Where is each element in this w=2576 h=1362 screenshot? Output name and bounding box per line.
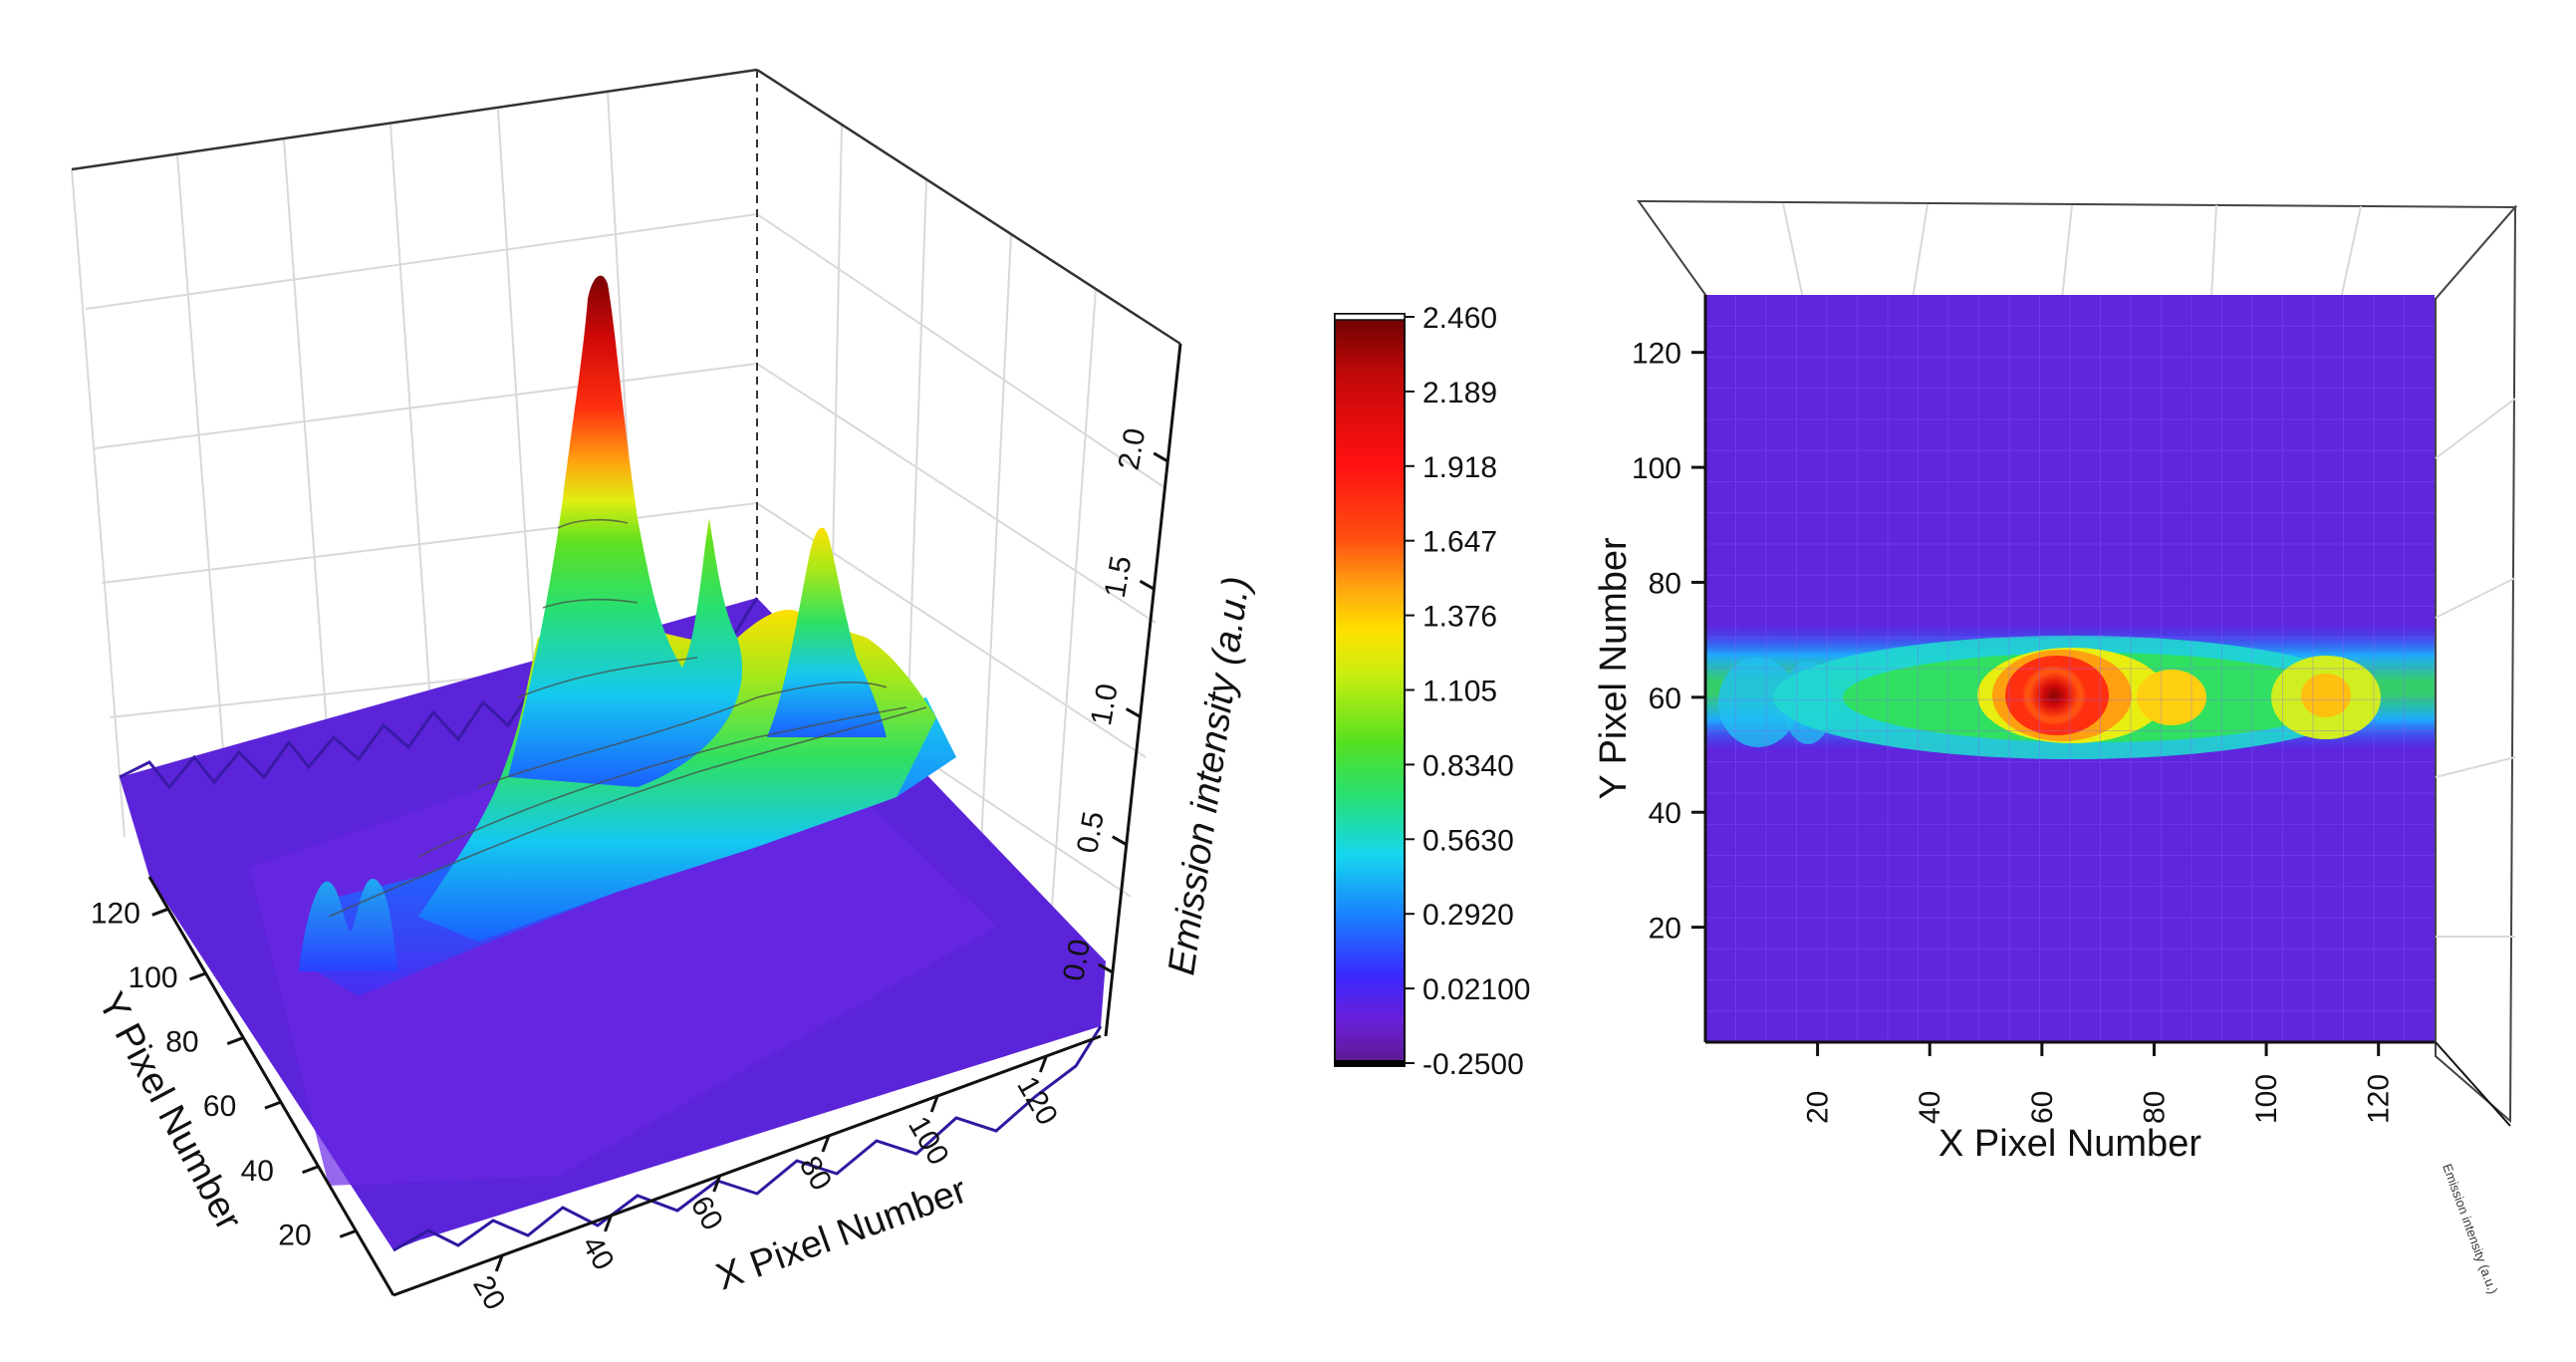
heatmap-x-tick-label: 60 [2026,1091,2059,1124]
x-tick-label-3d: 60 [684,1191,729,1235]
colorbar-gradient [1334,313,1406,1067]
heatmap-x-tick-label: 80 [2138,1091,2171,1124]
z-tick-mark-3d [1098,962,1114,974]
x-tick-label-3d: 100 [902,1111,955,1171]
heatmap-x-tick-label: 40 [1914,1091,1946,1124]
heatmap-y-tick-label: 60 [1649,682,1681,715]
colorbar-tick-label: 1.105 [1422,676,1497,708]
heatmap-left-spot-1 [1718,658,1798,747]
heatmap-hot-core [2022,666,2086,725]
z-tick-mark-3d [1153,451,1169,463]
y-tick-mark-3d [264,1100,282,1110]
heatmap-x-tick-label: 100 [2250,1074,2283,1124]
y-tick-mark-3d [339,1228,357,1238]
z-tick-label-3d: 1.5 [1099,554,1139,601]
colorbar-bottom-cap [1335,1060,1405,1066]
z-tick-label-3d: 1.0 [1085,681,1125,728]
y-tick-mark-3d [226,1036,244,1045]
z-tick-mark-3d [1125,707,1142,718]
colorbar-tick-label: 0.2920 [1422,899,1514,932]
colorbar-tick-label: 1.647 [1422,526,1497,559]
heatmap-y-tick-label: 80 [1649,567,1681,600]
main-peak [508,275,743,787]
heatmap-y-axis: 20 40 60 80 100 120 Y Pixel Number [1593,295,1707,1042]
colorbar-tick-label: 1.376 [1422,601,1497,634]
heatmap-top-frame [1637,199,2518,300]
heatmap-mid-spot [2137,670,2206,725]
heatmap-right-frame [2435,204,2517,1124]
y-tick-label-3d: 60 [203,1090,236,1123]
colorbar-tick-label: 1.918 [1422,451,1497,484]
colorbar: 2.460 2.189 1.918 1.647 1.376 1.105 0.8340 0.56… [1334,302,1530,1081]
twin-bumps [299,878,398,971]
heatmap-panel: 20 40 60 80 100 120 X Pixel Number 20 40 60 80 10… [1593,199,2518,1296]
colorbar-tick-label: 2.460 [1422,302,1497,335]
colorbar-tick-label: 0.8340 [1422,749,1514,782]
x-tick-mark-3d [604,1215,613,1232]
y-tick-label-3d: 80 [165,1026,198,1059]
heatmap-y-tick-label: 120 [1632,338,1681,371]
heatmap-y-axis-label: Y Pixel Number [1593,537,1635,800]
right-peak [767,527,887,737]
heatmap-x-axis: 20 40 60 80 100 120 X Pixel Number [1705,1040,2435,1165]
z-tick-label-3d: 0.5 [1071,809,1111,856]
y-tick-mark-3d [302,1165,320,1175]
x-axis-label-3d: X Pixel Number [711,1170,973,1299]
z-tick-label-3d: 2.0 [1113,425,1153,472]
heatmap-x-axis-label: X Pixel Number [1938,1123,2201,1165]
y-tick-mark-3d [151,907,169,917]
x-tick-mark-3d [821,1135,831,1153]
colorbar-tick-label: -0.2500 [1422,1048,1524,1081]
y-tick-label-3d: 100 [129,961,178,994]
z-tick-mark-3d [1139,579,1156,591]
heatmap-x-tick-label: 20 [1802,1091,1835,1124]
heatmap-grid [1705,295,2435,1042]
heatmap-frame-grid [1782,202,2516,938]
heatmap-side-axis-label: Emission intensity (a.u.) [2440,1162,2500,1296]
z-axis-label-3d: Emission intensity (a.u.) [1160,574,1258,977]
frame-top-left [71,68,758,171]
heatmap-y-tick-label: 100 [1632,452,1681,485]
x-tick-mark-3d [494,1254,504,1272]
x-tick-label-3d: 20 [466,1270,511,1315]
y-tick-mark-3d [189,971,207,981]
y-tick-label-3d: 40 [241,1155,274,1188]
back-wall-right-grid [756,124,1166,992]
z-tick-label-3d: 0.0 [1057,937,1097,983]
surface-front-noise [392,1025,1103,1252]
x-tick-mark-3d [1038,1055,1048,1073]
colorbar-top-cap [1334,313,1406,321]
heatmap-y-tick-label: 20 [1649,913,1681,946]
z-tick-mark-3d [1112,835,1128,846]
y-tick-label-3d: 120 [91,897,140,930]
colorbar-tick-label: 0.5630 [1422,824,1514,857]
x-tick-mark-3d [929,1095,939,1113]
x-tick-mark-3d [712,1175,722,1193]
x-tick-label-3d: 80 [793,1151,838,1196]
heatmap-right-spot-core [2301,674,2351,717]
heatmap-x-tick-label: 120 [2363,1074,2396,1124]
x-tick-label-3d: 40 [575,1230,620,1275]
contour-lines [328,518,927,918]
frame-top-right [756,68,1181,346]
heatmap-y-tick-label: 40 [1649,797,1681,830]
colorbar-tick-label: 0.02100 [1422,973,1530,1006]
colorbar-tick-label: 2.189 [1422,377,1497,409]
y-tick-label-3d: 20 [278,1219,311,1251]
